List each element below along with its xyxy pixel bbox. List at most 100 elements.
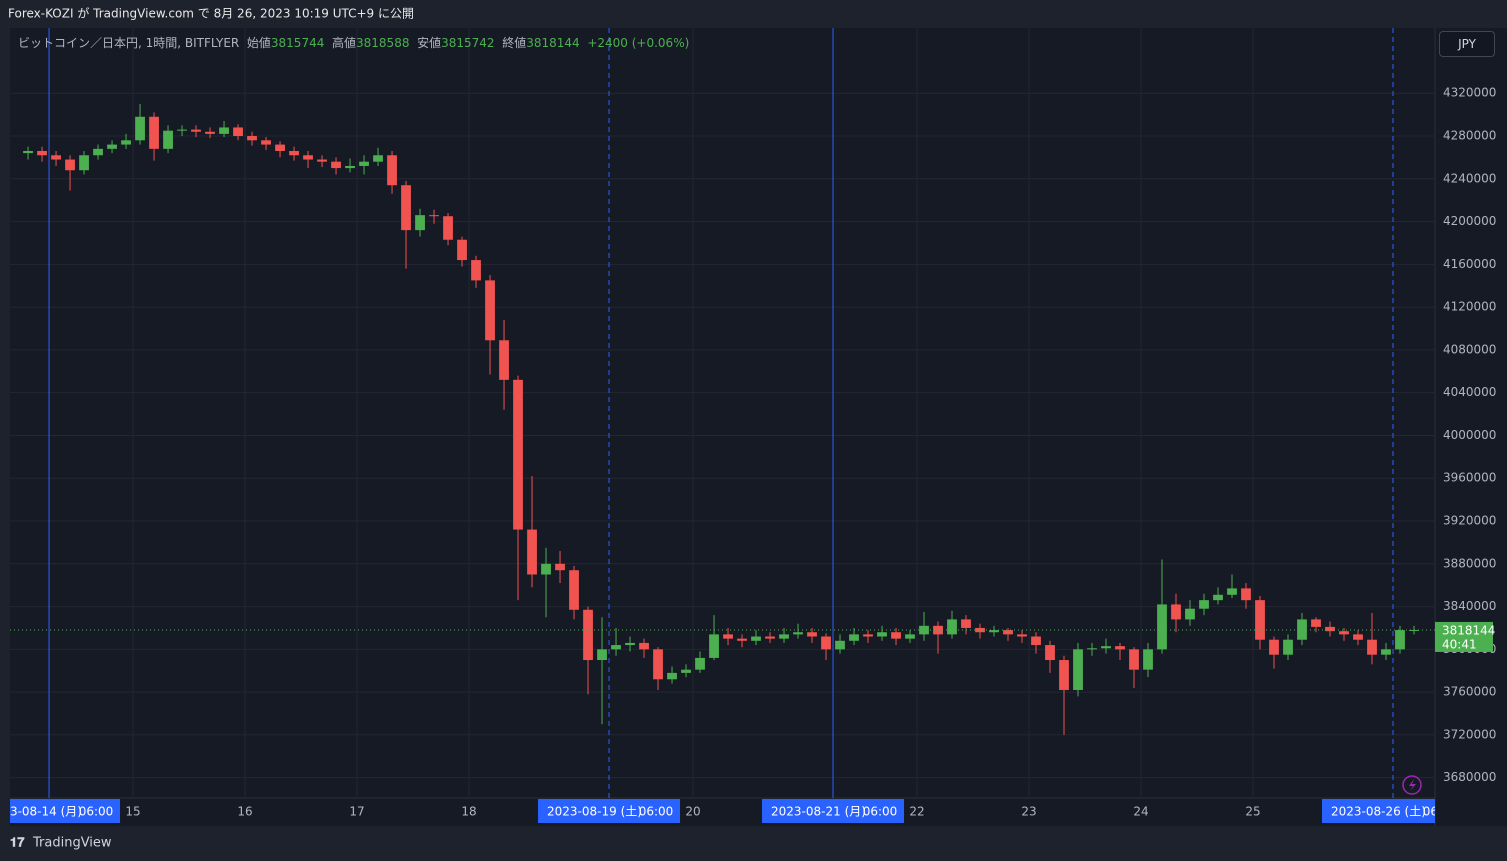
candle-body [863,634,873,637]
y-tick-label: 4200000 [1443,214,1496,228]
candle-body [359,161,369,166]
candle-body [261,140,271,145]
candle-body [1269,639,1279,655]
candle-body [695,657,705,670]
candle-body [471,260,481,281]
close-label: 終値 [502,36,527,50]
candle-body [401,185,411,231]
y-tick-label: 3920000 [1443,514,1496,528]
marker-label-box [10,799,121,823]
last-price-label: 3818144 [1442,623,1495,637]
candle-body [723,634,733,639]
candle-body [1213,594,1223,601]
y-tick-label: 3840000 [1443,599,1496,613]
candle-body [289,150,299,156]
candle-body [639,642,649,650]
candle-body [1101,646,1111,649]
alert-bolt [1409,779,1416,791]
candle-body [919,625,929,635]
high-value: 3818588 [356,36,410,50]
x-tick-label: 20 [685,805,700,819]
close-value: 3818144 [526,36,580,50]
candle-body [1017,634,1027,637]
candle-body [1311,619,1321,627]
y-tick-label: 4040000 [1443,385,1496,399]
candle-body [1045,645,1055,661]
candle-body [1283,639,1293,655]
candle-body [37,150,47,156]
x-tick-label: 17 [349,805,364,819]
candle-body [1003,630,1013,635]
candle-body [205,131,215,134]
candle-body [317,159,327,162]
candle-body [135,116,145,141]
last-price-box [1435,621,1493,652]
candle-body [821,636,831,650]
candle-body [1227,588,1237,595]
candle-body [457,239,467,261]
open-value: 3815744 [270,36,325,50]
candle-body [1073,649,1083,690]
candle-body [1255,600,1265,640]
page-title: Forex-KOZI が TradingView.com で 8月 26, 20… [8,6,414,21]
currency-button[interactable]: JPY [1439,31,1495,57]
x-tick-label: 18 [461,805,476,819]
open-label: 始値 [246,36,271,50]
candle-body [373,155,383,162]
candle-body [737,638,747,641]
x-tick-label: 23 [1021,805,1036,819]
x-tick-label: 16 [237,805,252,819]
candle-body [247,136,257,141]
candle-body [513,379,523,530]
alert-icon[interactable] [1402,775,1422,795]
y-tick-label: 3880000 [1443,556,1496,570]
candle-body [681,669,691,673]
candle-body [807,632,817,637]
candle-body [233,127,243,137]
candle-body [219,127,229,134]
candle-body [429,215,439,217]
candle-body [835,640,845,650]
marker-date: 2023-08-19 (土) [547,805,642,819]
candle-body [653,649,663,680]
marker-label-box [1322,799,1435,823]
candle-body [1339,631,1349,635]
candle-body [443,216,453,240]
y-tick-label: 4120000 [1443,300,1496,314]
countdown: 40:41 [1442,637,1477,651]
candle-body [79,155,89,171]
candle-body [499,340,509,380]
candle-body [23,150,33,154]
x-tick-label: 22 [909,805,924,819]
candle-body [303,155,313,160]
candle-body [1129,649,1139,670]
candle-body [541,563,551,575]
marker-time: 06:00 [639,805,674,819]
candle-body [1367,639,1377,655]
marker-date: 2023-08-21 (月) [771,805,866,819]
marker-time: 06:00 [79,805,114,819]
candle-body [793,632,803,635]
marker-date: 2023-08-14 (月) [0,805,82,819]
candle-body [765,636,775,639]
brand: TradingView [32,836,112,851]
candle-body [1143,649,1153,670]
y-tick-label: 4080000 [1443,342,1496,356]
x-tick-label: 15 [125,805,140,819]
candle-body [149,116,159,149]
candle-body [1325,626,1335,632]
candle-body [1241,588,1251,601]
candle-body [583,609,593,661]
y-tick-label: 3960000 [1443,471,1496,485]
candle-body [121,140,131,145]
x-tick-label: 24 [1133,805,1148,819]
candle-body [345,165,355,169]
candle-body [975,627,985,633]
low-value: 3815742 [441,36,495,50]
y-tick-label: 4320000 [1443,86,1496,100]
candle-body [1171,604,1181,620]
candle-body [1395,630,1405,650]
candle-body [877,632,887,637]
